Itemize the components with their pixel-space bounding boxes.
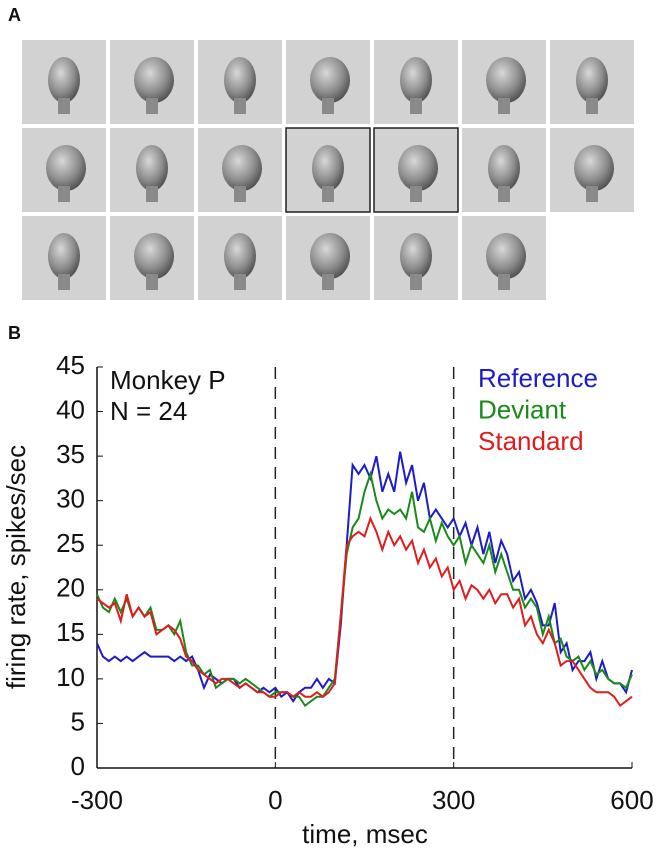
neck — [322, 274, 334, 290]
face — [46, 145, 86, 191]
x-tick-label: 300 — [432, 785, 475, 815]
face — [312, 145, 344, 191]
y-tick-label: 5 — [71, 706, 85, 736]
panel-label: A — [8, 5, 21, 25]
series-line — [96, 451, 633, 703]
face — [310, 57, 350, 103]
face — [486, 57, 526, 103]
neck — [586, 186, 598, 202]
neck — [498, 186, 510, 202]
neck — [498, 98, 510, 114]
annotation: N = 24 — [110, 396, 187, 426]
y-tick-label: 35 — [56, 439, 85, 469]
face — [310, 233, 350, 279]
y-tick-label: 20 — [56, 573, 85, 603]
face — [486, 233, 526, 279]
panel-label: B — [8, 323, 21, 343]
neck — [322, 186, 334, 202]
neck — [322, 98, 334, 114]
x-tick-label: 600 — [610, 785, 653, 815]
face — [398, 145, 438, 191]
y-tick-label: 40 — [56, 394, 85, 424]
face — [400, 233, 432, 279]
face — [400, 57, 432, 103]
legend-entry: Reference — [478, 363, 598, 393]
y-tick-label: 0 — [71, 751, 85, 781]
neck — [146, 274, 158, 290]
x-tick-label: 0 — [268, 785, 282, 815]
face — [488, 145, 520, 191]
face — [48, 57, 80, 103]
neck — [234, 186, 246, 202]
neck — [58, 186, 70, 202]
face-grid — [22, 40, 634, 300]
neck — [234, 98, 246, 114]
neck — [586, 98, 598, 114]
neck — [58, 274, 70, 290]
y-tick-label: 25 — [56, 528, 85, 558]
face — [576, 57, 608, 103]
face — [136, 145, 168, 191]
y-axis-label: firing rate, spikes/sec — [1, 445, 31, 689]
series-line — [96, 515, 633, 708]
annotation: Monkey P — [110, 365, 226, 395]
y-tick-label: 45 — [56, 350, 85, 380]
face — [222, 145, 262, 191]
face — [48, 233, 80, 279]
face — [224, 57, 256, 103]
x-tick-label: -300 — [71, 785, 123, 815]
face — [134, 57, 174, 103]
y-tick-label: 10 — [56, 662, 85, 692]
neck — [58, 98, 70, 114]
neck — [498, 274, 510, 290]
x-axis-label: time, msec — [302, 819, 428, 849]
neck — [410, 274, 422, 290]
face — [224, 233, 256, 279]
legend-entry: Standard — [478, 426, 584, 456]
neck — [146, 186, 158, 202]
neck — [146, 98, 158, 114]
y-tick-label: 30 — [56, 484, 85, 514]
y-tick-label: 15 — [56, 617, 85, 647]
neck — [410, 98, 422, 114]
series-line — [96, 470, 633, 708]
neck — [410, 186, 422, 202]
face — [574, 145, 614, 191]
legend-entry: Deviant — [478, 394, 567, 424]
face — [134, 233, 174, 279]
neck — [234, 274, 246, 290]
